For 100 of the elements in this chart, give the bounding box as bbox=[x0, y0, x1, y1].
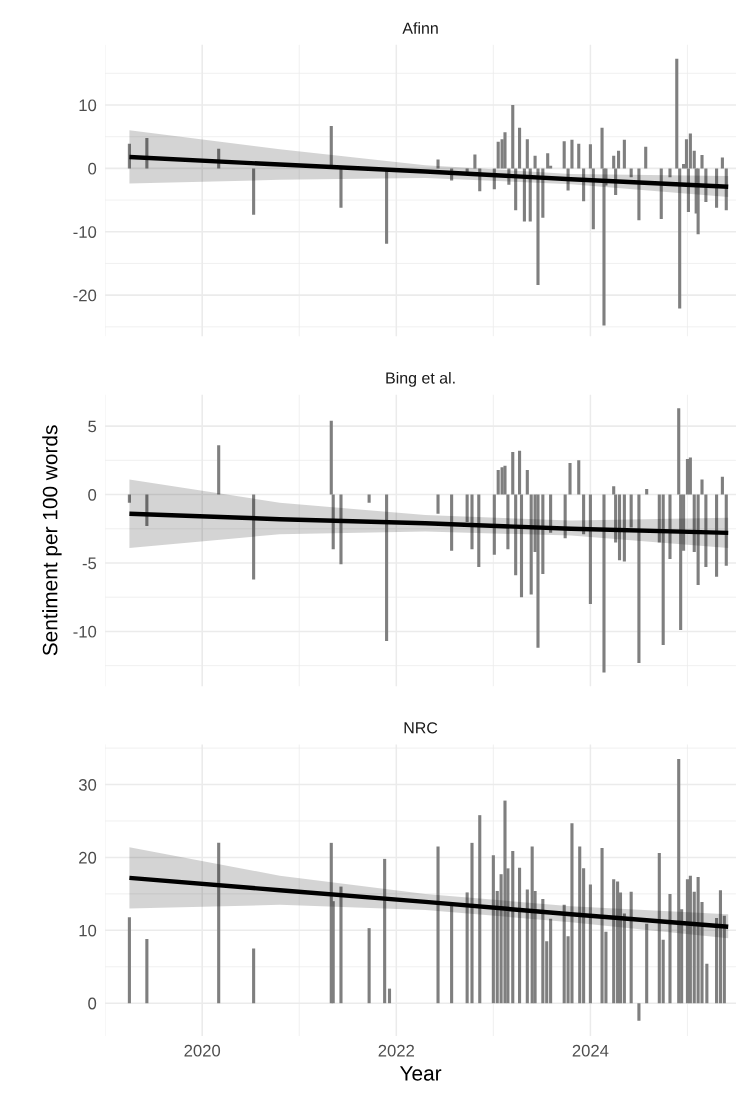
bar bbox=[644, 146, 648, 169]
y-tick-label: 10 bbox=[79, 924, 97, 937]
bar bbox=[570, 823, 574, 1004]
bar bbox=[661, 494, 665, 646]
chart-title: NRC bbox=[404, 722, 438, 734]
chart-title: Bing et al. bbox=[386, 371, 455, 387]
bar bbox=[720, 157, 724, 169]
bar bbox=[688, 457, 692, 495]
bar bbox=[637, 494, 641, 663]
bar bbox=[252, 168, 256, 215]
bar bbox=[525, 469, 529, 495]
y-axis-title: Sentiment per 100 words bbox=[42, 425, 62, 656]
y-tick-label: -10 bbox=[73, 625, 97, 638]
bar bbox=[602, 494, 606, 673]
bar bbox=[577, 143, 581, 169]
bar bbox=[568, 463, 572, 495]
y-tick-label: 0 bbox=[88, 488, 97, 501]
bar bbox=[668, 168, 672, 178]
y-tick-label: 5 bbox=[88, 420, 97, 433]
bar bbox=[718, 890, 722, 1004]
bar bbox=[367, 494, 371, 503]
bar bbox=[588, 884, 592, 1004]
bar bbox=[252, 948, 256, 1004]
bar bbox=[668, 494, 672, 559]
bar bbox=[367, 928, 371, 1004]
bar bbox=[700, 155, 704, 169]
bar bbox=[525, 139, 529, 169]
bar bbox=[591, 168, 595, 230]
bar bbox=[546, 153, 550, 169]
bar bbox=[612, 879, 616, 1004]
bar bbox=[477, 494, 481, 568]
bar bbox=[622, 139, 626, 169]
bar bbox=[530, 846, 534, 1004]
bar bbox=[588, 144, 592, 169]
y-tick-label: 20 bbox=[79, 851, 97, 864]
bar bbox=[645, 923, 649, 1004]
bar bbox=[478, 815, 482, 1004]
bar bbox=[436, 846, 440, 1004]
bar bbox=[339, 494, 343, 565]
bar bbox=[496, 469, 500, 495]
x-tick-label: 2024 bbox=[572, 1044, 609, 1057]
bar bbox=[677, 759, 681, 1004]
bar bbox=[522, 168, 526, 222]
bar bbox=[600, 847, 604, 1004]
bar bbox=[622, 494, 626, 562]
y-tick-label: 10 bbox=[79, 99, 97, 112]
bar bbox=[514, 494, 518, 576]
bar bbox=[496, 141, 500, 169]
x-axis-title: Year bbox=[399, 1066, 442, 1081]
bar bbox=[385, 494, 389, 641]
bar bbox=[724, 494, 728, 566]
bar bbox=[720, 476, 724, 495]
bar bbox=[450, 903, 454, 1004]
bar bbox=[629, 168, 633, 178]
bar bbox=[629, 494, 633, 528]
bar bbox=[511, 452, 515, 495]
bar bbox=[217, 842, 221, 1004]
bar bbox=[675, 58, 679, 169]
bar bbox=[562, 141, 566, 169]
bar bbox=[578, 846, 582, 1004]
bar bbox=[339, 168, 343, 208]
bar bbox=[252, 494, 256, 580]
bar bbox=[127, 494, 131, 503]
y-tick-label: -5 bbox=[82, 557, 97, 570]
bar bbox=[491, 855, 495, 1004]
bar bbox=[549, 918, 553, 1004]
bar bbox=[518, 867, 522, 1004]
bar bbox=[217, 445, 221, 495]
x-tick-label: 2022 bbox=[378, 1044, 414, 1057]
bar bbox=[525, 889, 529, 1004]
line-series bbox=[127, 875, 731, 929]
bar bbox=[511, 105, 515, 169]
bar bbox=[645, 489, 649, 495]
y-tick-label: 30 bbox=[78, 778, 97, 791]
bar bbox=[629, 891, 633, 1004]
bar bbox=[529, 494, 533, 595]
bar bbox=[668, 893, 672, 1004]
line-series bbox=[127, 154, 731, 189]
bar bbox=[503, 132, 507, 169]
bar bbox=[688, 875, 692, 1004]
bar bbox=[570, 139, 574, 169]
y-tick-label: 0 bbox=[88, 162, 97, 175]
y-tick-label: 0 bbox=[88, 997, 97, 1010]
bar bbox=[617, 494, 622, 561]
bar bbox=[657, 853, 661, 1004]
bar bbox=[562, 904, 566, 1004]
bar bbox=[339, 886, 343, 1004]
bar bbox=[696, 168, 700, 235]
bar bbox=[616, 881, 620, 1004]
bar bbox=[616, 150, 621, 169]
bar bbox=[436, 494, 440, 514]
bar bbox=[518, 127, 522, 169]
bar bbox=[700, 479, 704, 495]
bar bbox=[696, 877, 700, 1004]
y-tick-label: -10 bbox=[73, 226, 97, 238]
bar bbox=[492, 494, 496, 555]
bar bbox=[685, 458, 690, 495]
line-series bbox=[127, 511, 731, 536]
bar bbox=[528, 168, 532, 222]
bar bbox=[678, 168, 682, 309]
